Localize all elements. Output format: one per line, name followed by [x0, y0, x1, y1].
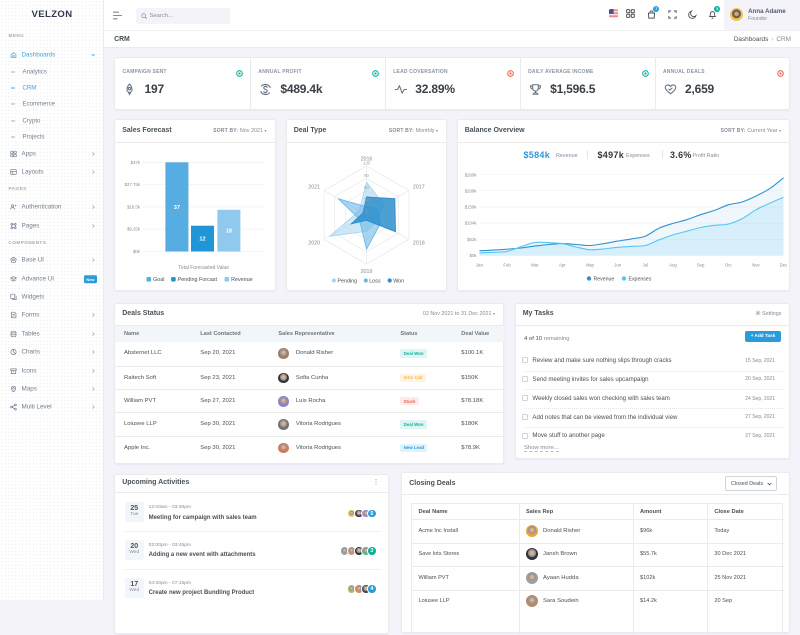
svg-text:Dec: Dec — [779, 263, 787, 268]
svg-text:2019: 2019 — [360, 269, 372, 275]
svg-text:$260k: $260k — [464, 172, 477, 177]
svg-text:$156k: $156k — [464, 205, 477, 210]
svg-text:Goal: Goal — [153, 277, 164, 283]
svg-text:2017: 2017 — [412, 185, 424, 191]
svg-text:2016: 2016 — [360, 157, 372, 163]
svg-text:Oct: Oct — [724, 263, 731, 268]
svg-text:18: 18 — [226, 228, 232, 234]
svg-text:Nov: Nov — [752, 263, 760, 268]
svg-text:Expenses: Expenses — [628, 277, 651, 283]
svg-text:90: 90 — [364, 173, 369, 178]
svg-text:Revenue: Revenue — [593, 277, 614, 283]
svg-text:$0k: $0k — [469, 253, 477, 258]
svg-text:Apr: Apr — [559, 263, 566, 268]
svg-text:Jul: Jul — [642, 263, 648, 268]
svg-text:120: 120 — [363, 161, 371, 166]
svg-text:2020: 2020 — [308, 241, 320, 247]
svg-text:Revenue: Revenue — [231, 277, 253, 283]
svg-text:2018: 2018 — [412, 241, 424, 247]
svg-text:$208k: $208k — [464, 188, 477, 193]
svg-text:0: 0 — [365, 210, 368, 215]
svg-text:Mar: Mar — [531, 263, 539, 268]
svg-text:12: 12 — [199, 236, 205, 242]
svg-text:$104k: $104k — [464, 221, 477, 226]
svg-text:Loss: Loss — [369, 279, 381, 285]
svg-text:Jun: Jun — [614, 263, 622, 268]
svg-text:2021: 2021 — [308, 185, 320, 191]
svg-text:$37k: $37k — [131, 159, 141, 164]
svg-text:37: 37 — [174, 204, 180, 210]
svg-text:60: 60 — [364, 185, 369, 190]
svg-text:Sep: Sep — [696, 263, 704, 268]
svg-text:Total Forecasted Value: Total Forecasted Value — [178, 264, 229, 270]
svg-text:May: May — [585, 263, 594, 268]
svg-text:Pending: Pending — [337, 279, 357, 285]
svg-text:Feb: Feb — [503, 263, 511, 268]
svg-text:30: 30 — [364, 197, 369, 202]
svg-text:Pending Forcast: Pending Forcast — [178, 277, 218, 283]
svg-text:$0k: $0k — [133, 249, 141, 254]
svg-text:Aug: Aug — [669, 263, 677, 268]
svg-text:Jan: Jan — [476, 263, 484, 268]
svg-text:$18.5k: $18.5k — [127, 204, 141, 209]
svg-text:Won: Won — [393, 279, 404, 285]
svg-text:$27.75k: $27.75k — [125, 182, 141, 187]
svg-text:$9.25k: $9.25k — [127, 226, 141, 231]
svg-text:$52k: $52k — [467, 237, 477, 242]
